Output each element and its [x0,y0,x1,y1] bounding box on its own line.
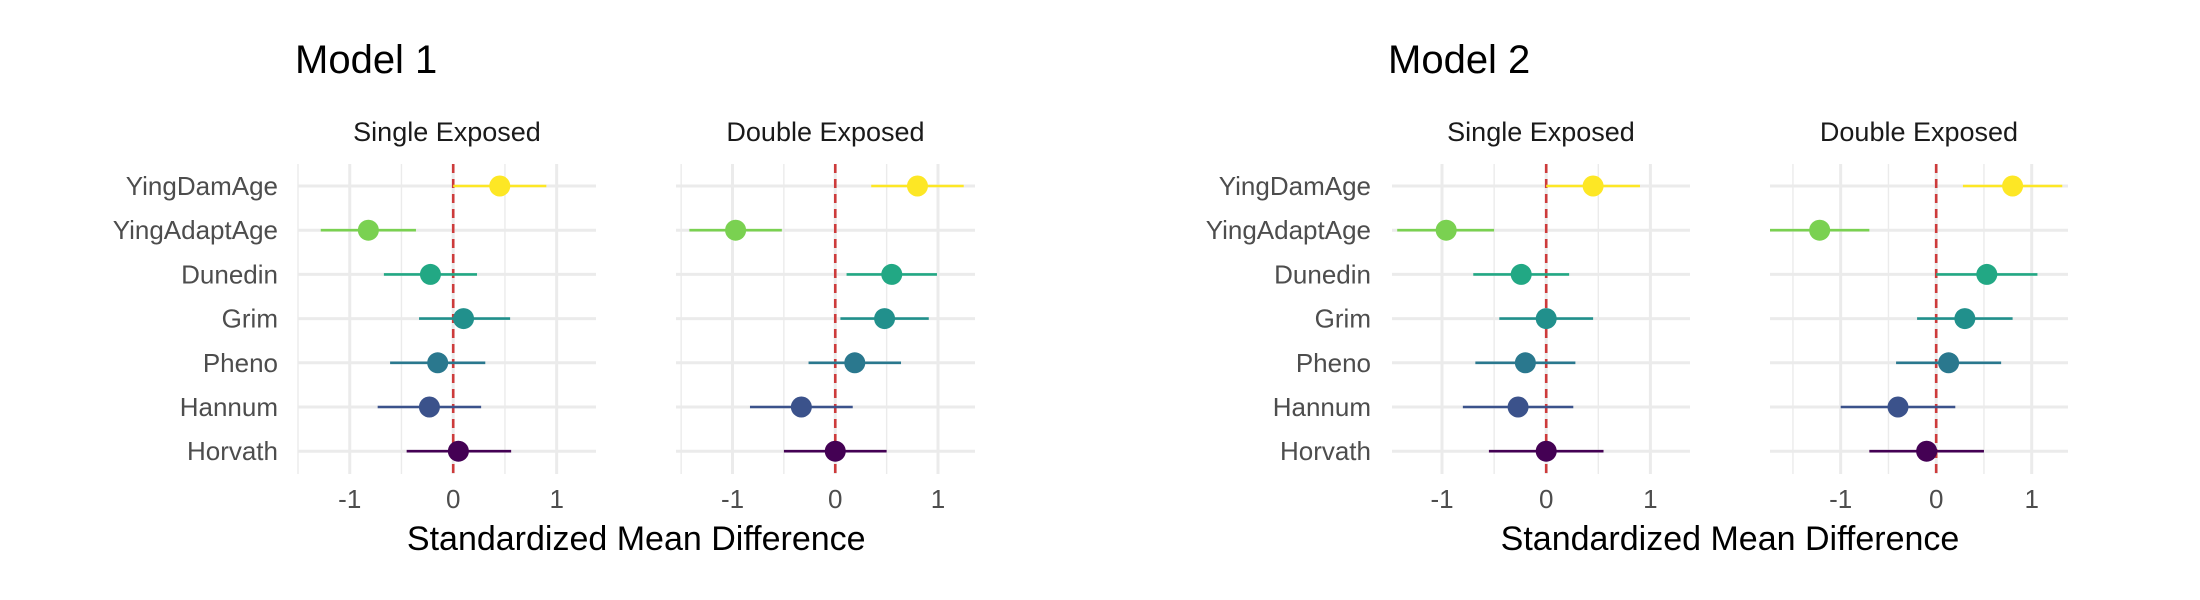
x-tick-label: 1 [2024,484,2038,514]
x-tick-label: 1 [931,484,945,514]
point-hannum [790,396,812,418]
point-horvath [1535,440,1557,462]
point-horvath [447,440,469,462]
x-tick-label: 1 [549,484,563,514]
panel-title: Single Exposed [1447,117,1635,147]
panel-title: Single Exposed [353,117,541,147]
point-pheno [1514,352,1536,374]
point-pheno [427,352,449,374]
model-title: Model 2 [1388,38,1530,82]
x-tick-label: 1 [1643,484,1657,514]
model-title: Model 1 [295,38,437,82]
y-axis-label: Hannum [1273,392,1371,422]
x-axis-label: Standardized Mean Difference [1501,520,1960,558]
x-tick-label: 0 [828,484,842,514]
point-dunedin [881,263,903,285]
point-grim [1535,308,1557,330]
x-tick-label: -1 [338,484,361,514]
panel-title: Double Exposed [726,117,924,147]
panel-2: Double Exposed -1 0 1 [1770,117,2068,514]
y-axis-label: Grim [1315,304,1371,334]
point-hannum [1887,396,1909,418]
x-tick-label: 0 [446,484,460,514]
point-horvath [1916,440,1938,462]
point-hannum [1507,396,1529,418]
x-tick-label: -1 [1829,484,1852,514]
point-yingadaptage [1435,219,1457,241]
y-axis-label: Pheno [1296,348,1371,378]
y-axis-label: Grim [222,304,278,334]
point-grim [874,308,896,330]
y-axis-label: Horvath [1280,436,1371,466]
y-axis-label: YingDamAge [126,171,278,201]
point-yingdamage [2002,175,2024,197]
point-yingadaptage [725,219,747,241]
y-axis-label: Horvath [187,436,278,466]
panel-1: Single Exposed -1 0 1 [1392,117,1690,514]
model-1-group: Model 1 YingDamAge YingAdaptAge Dunedin Grim… [113,38,975,558]
point-yingdamage [1582,175,1604,197]
point-pheno [1938,352,1960,374]
point-yingadaptage [1809,219,1831,241]
y-axis-label: YingAdaptAge [1206,215,1371,245]
point-yingdamage [489,175,511,197]
point-yingadaptage [357,219,379,241]
point-grim [453,308,475,330]
panel-2: Double Exposed -1 0 1 [676,117,975,514]
point-pheno [844,352,866,374]
x-axis-label: Standardized Mean Difference [407,520,866,558]
y-axis-label: Pheno [203,348,278,378]
x-tick-label: -1 [721,484,744,514]
point-yingdamage [906,175,928,197]
x-tick-label: 0 [1539,484,1553,514]
model-2-group: Model 2 YingDamAge YingAdaptAge Dunedin Grim… [1206,38,2068,558]
point-horvath [824,440,846,462]
y-axis-label: Hannum [180,392,278,422]
panel-title: Double Exposed [1820,117,2018,147]
point-hannum [418,396,440,418]
point-dunedin [419,263,441,285]
y-axis-label: Dunedin [1274,259,1371,289]
panel-1: Single Exposed -1 0 1 [297,117,596,514]
point-grim [1954,308,1976,330]
y-axis-label: YingDamAge [1219,171,1371,201]
point-dunedin [1510,263,1532,285]
y-axis-label: YingAdaptAge [113,215,278,245]
y-axis-label: Dunedin [181,259,278,289]
x-tick-label: 0 [1929,484,1943,514]
x-tick-label: -1 [1430,484,1453,514]
point-dunedin [1976,263,1998,285]
